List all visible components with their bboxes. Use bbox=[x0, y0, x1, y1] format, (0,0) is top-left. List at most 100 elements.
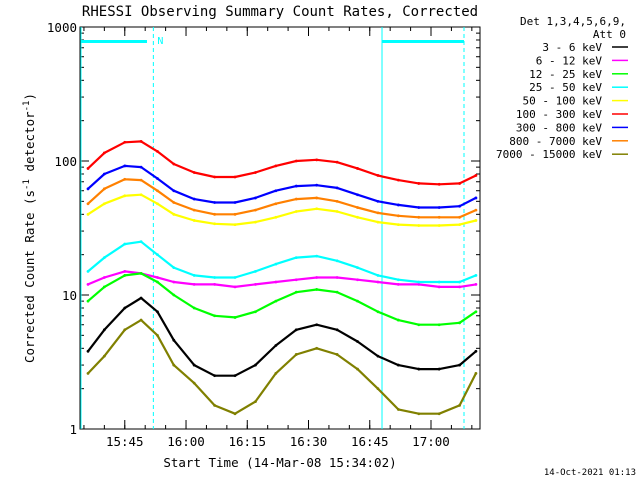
series-point bbox=[86, 202, 90, 206]
y-tick-label: 1000 bbox=[47, 20, 77, 35]
series-point bbox=[233, 212, 237, 216]
series-point bbox=[474, 219, 478, 222]
series-point bbox=[315, 183, 319, 187]
series-point bbox=[139, 140, 143, 143]
series-point bbox=[213, 201, 217, 204]
series-point bbox=[139, 178, 143, 182]
series-point bbox=[417, 367, 421, 371]
series-point bbox=[356, 206, 359, 209]
series-point bbox=[233, 201, 237, 204]
series-point bbox=[335, 328, 339, 332]
series-point bbox=[315, 158, 319, 162]
series-point bbox=[274, 262, 278, 266]
series-point bbox=[474, 208, 478, 212]
series-point bbox=[123, 164, 127, 168]
series-point bbox=[213, 212, 217, 216]
series-point bbox=[192, 381, 196, 385]
series-point bbox=[376, 274, 380, 277]
legend-entry-label: 6 - 12 keV bbox=[536, 54, 603, 67]
night-interval-bar bbox=[81, 40, 147, 43]
series-point bbox=[417, 182, 421, 185]
series-point bbox=[156, 310, 159, 314]
series-point bbox=[192, 208, 196, 212]
series-point bbox=[417, 282, 421, 286]
series-point bbox=[172, 212, 176, 216]
series-point bbox=[233, 374, 237, 378]
series-point bbox=[294, 290, 298, 294]
series-point bbox=[254, 282, 257, 286]
series-point bbox=[474, 174, 478, 177]
series-point bbox=[474, 349, 478, 353]
series-point bbox=[172, 201, 176, 204]
series-point bbox=[335, 276, 339, 279]
series-point bbox=[172, 363, 176, 367]
series-point bbox=[123, 328, 127, 332]
series-point bbox=[376, 199, 380, 203]
series-point bbox=[437, 323, 441, 327]
series-point bbox=[376, 310, 380, 314]
series-point bbox=[437, 224, 441, 227]
legend-entry-label: 3 - 6 keV bbox=[542, 41, 602, 54]
series-point bbox=[437, 206, 441, 209]
series-point bbox=[172, 293, 176, 297]
series-point bbox=[233, 223, 237, 227]
series-point bbox=[86, 167, 90, 170]
series-point bbox=[274, 202, 278, 206]
series-point bbox=[274, 164, 278, 168]
series-point bbox=[474, 310, 478, 314]
series-point bbox=[294, 353, 298, 356]
x-tick-label: 16:30 bbox=[290, 434, 328, 449]
series-point bbox=[102, 202, 106, 206]
series-point bbox=[437, 182, 441, 186]
series-point bbox=[474, 196, 478, 200]
series-point bbox=[294, 256, 298, 260]
series-point bbox=[356, 278, 359, 282]
series-point bbox=[437, 285, 441, 289]
series-point bbox=[254, 270, 257, 273]
series-point bbox=[139, 318, 143, 322]
series-point bbox=[417, 215, 421, 219]
plot-frame bbox=[79, 26, 481, 430]
series-point bbox=[474, 371, 478, 375]
series-point bbox=[458, 363, 461, 367]
series-point bbox=[315, 196, 319, 200]
series-point bbox=[102, 328, 106, 332]
series-point bbox=[396, 363, 400, 367]
series-point bbox=[172, 338, 176, 342]
series-point bbox=[139, 165, 143, 169]
series-point bbox=[396, 203, 400, 207]
series-point bbox=[213, 404, 217, 407]
series-point bbox=[474, 282, 478, 286]
series-point bbox=[102, 354, 106, 358]
series-point bbox=[376, 220, 380, 224]
legend-entry-label: 100 - 300 keV bbox=[516, 108, 602, 121]
series-point bbox=[254, 400, 257, 404]
series-point bbox=[356, 193, 359, 197]
series-point bbox=[102, 172, 106, 176]
series-point bbox=[213, 175, 217, 179]
series-point bbox=[396, 214, 400, 218]
x-tick-label: 16:15 bbox=[228, 434, 266, 449]
series-point bbox=[172, 162, 176, 166]
series-point bbox=[315, 276, 319, 279]
series-point bbox=[213, 314, 217, 318]
x-tick-label: 15:45 bbox=[106, 434, 144, 449]
night-flag-label: N bbox=[157, 36, 163, 47]
series-point bbox=[233, 175, 237, 179]
series-point bbox=[356, 167, 359, 170]
x-tick-label: 16:00 bbox=[167, 434, 205, 449]
series-point bbox=[335, 186, 339, 190]
series-point bbox=[192, 197, 196, 201]
series-point bbox=[213, 222, 217, 226]
x-axis-label: Start Time (14-Mar-08 15:34:02) bbox=[163, 455, 396, 470]
series-point bbox=[458, 280, 461, 284]
series-point bbox=[156, 149, 159, 153]
series-point bbox=[254, 220, 257, 224]
series-point bbox=[123, 140, 127, 144]
series-point bbox=[213, 374, 217, 378]
series-point bbox=[156, 202, 159, 206]
series-point bbox=[356, 340, 359, 343]
series-point bbox=[139, 240, 143, 244]
series-point bbox=[396, 282, 400, 286]
